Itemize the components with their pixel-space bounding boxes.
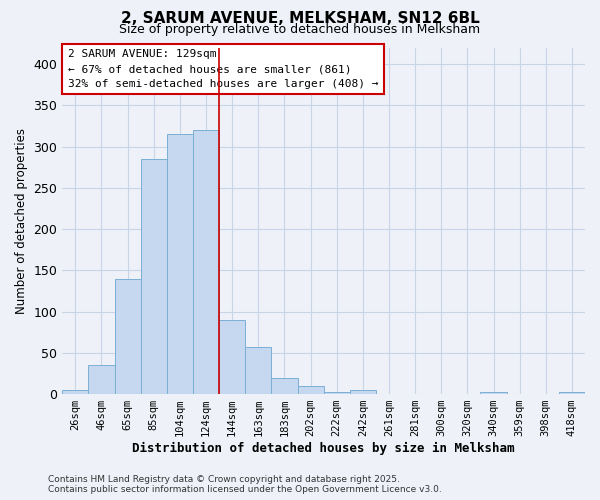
Bar [298,386,323,394]
Bar [245,347,271,394]
Bar [559,392,585,394]
Bar [323,392,350,394]
Bar [481,392,506,394]
Bar [167,134,193,394]
Bar [62,390,88,394]
Bar [88,365,115,394]
Bar [115,278,140,394]
Text: 2, SARUM AVENUE, MELKSHAM, SN12 6BL: 2, SARUM AVENUE, MELKSHAM, SN12 6BL [121,11,479,26]
Bar [193,130,219,394]
Text: 2 SARUM AVENUE: 129sqm
← 67% of detached houses are smaller (861)
32% of semi-de: 2 SARUM AVENUE: 129sqm ← 67% of detached… [68,49,378,89]
Bar [350,390,376,394]
Text: Contains HM Land Registry data © Crown copyright and database right 2025.
Contai: Contains HM Land Registry data © Crown c… [48,474,442,494]
X-axis label: Distribution of detached houses by size in Melksham: Distribution of detached houses by size … [133,442,515,455]
Bar [219,320,245,394]
Bar [271,378,298,394]
Y-axis label: Number of detached properties: Number of detached properties [15,128,28,314]
Bar [140,159,167,394]
Text: Size of property relative to detached houses in Melksham: Size of property relative to detached ho… [119,22,481,36]
